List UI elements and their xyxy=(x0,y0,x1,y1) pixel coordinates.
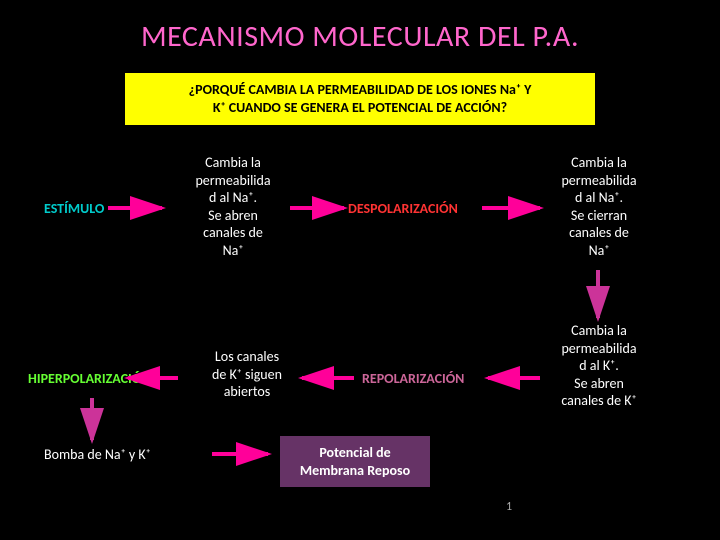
page-number: 1 xyxy=(506,500,512,514)
label-repolarizacion: REPOLARIZACIÓN xyxy=(362,370,464,387)
subtitle-box: ¿PORQUÉ CAMBIA LA PERMEABILIDAD DE LOS I… xyxy=(125,73,595,125)
node-k-still: Los canales de K⁺ siguen abiertos xyxy=(192,348,302,401)
node-pump: Bomba de Na⁺ y K⁺ xyxy=(44,446,214,464)
subtitle-line2: K⁺ CUANDO SE GENERA EL POTENCIAL DE ACCI… xyxy=(213,99,507,116)
slide-title: MECANISMO MOLECULAR DEL P.A. xyxy=(0,0,720,55)
label-hiperpolarizacion: HIPERPOLARIZACIÓN xyxy=(28,370,178,387)
node-na-close: Cambia la permeabilida d al Na⁺. Se cier… xyxy=(544,154,654,259)
label-estimulo: ESTÍMULO xyxy=(44,200,104,217)
resting-potential-box: Potencial de Membrana Reposo xyxy=(280,436,430,487)
subtitle-line1: ¿PORQUÉ CAMBIA LA PERMEABILIDAD DE LOS I… xyxy=(189,81,532,98)
node-k-open: Cambia la permeabilida d al K⁺. Se abren… xyxy=(544,322,654,410)
label-despolarizacion: DESPOLARIZACIÓN xyxy=(348,200,458,217)
node-na-open: Cambia la permeabilida d al Na⁺. Se abre… xyxy=(178,154,288,259)
